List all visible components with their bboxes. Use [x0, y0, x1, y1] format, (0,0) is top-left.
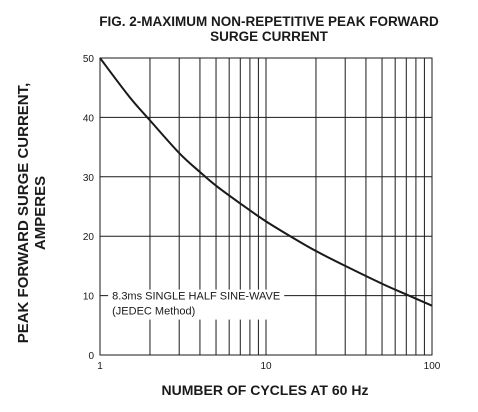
x-tick-label: 100 — [424, 361, 441, 372]
y-axis-label-line2: AMPERES — [32, 176, 49, 250]
x-tick-label: 10 — [260, 361, 272, 372]
y-tick-label: 0 — [88, 351, 94, 362]
x-axis-label: NUMBER OF CYCLES AT 60 Hz — [161, 382, 369, 398]
plot-frame — [99, 57, 433, 356]
annotation-background — [108, 289, 285, 320]
y-tick-label: 20 — [83, 232, 95, 243]
tick-labels: 0 10 20 30 40 50 1 10 100 — [83, 54, 441, 372]
annotation-line1: 8.3ms SINGLE HALF SINE-WAVE — [112, 291, 280, 303]
y-axis-label-line1: PEAK FORWARD SURGE CURRENT, — [15, 83, 32, 344]
chart-title-line1: FIG. 2-MAXIMUM NON-REPETITIVE PEAK FORWA… — [99, 14, 439, 29]
surge-current-curve — [99, 57, 433, 307]
x-tick-label: 1 — [97, 361, 103, 372]
y-tick-label: 50 — [83, 54, 95, 65]
chart-title-line2: SURGE CURRENT — [210, 29, 328, 44]
annotation-line2: (JEDEC Method) — [112, 306, 195, 318]
y-tick-label: 30 — [83, 173, 95, 184]
y-tick-label: 10 — [83, 292, 95, 303]
y-tick-label: 40 — [83, 113, 95, 124]
